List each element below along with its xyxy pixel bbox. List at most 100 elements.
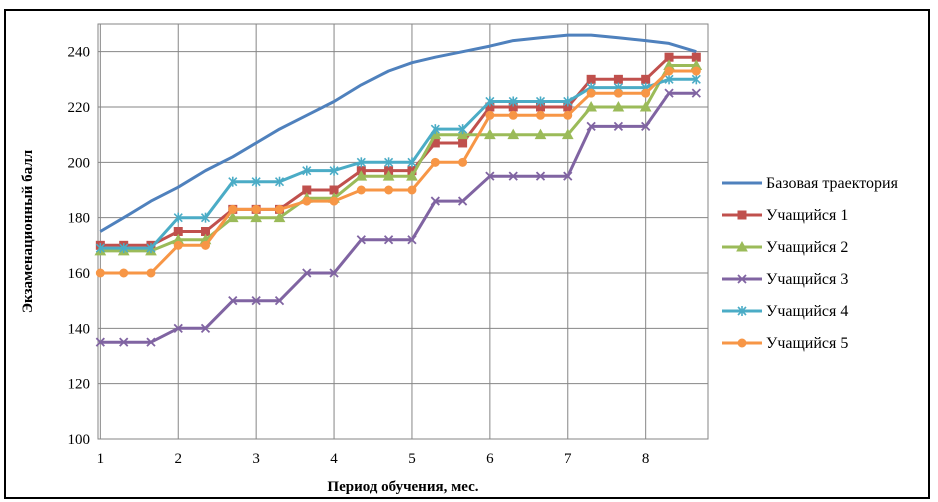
data-point [507,128,520,140]
data-point [613,88,623,98]
x-axis-title: Период обучения, мес. [327,479,478,495]
data-point [485,171,495,181]
data-point [250,211,262,223]
data-point [407,157,417,168]
data-point [173,323,183,333]
data-point [563,171,573,181]
data-point [95,337,105,347]
data-point [329,196,339,206]
data-point [691,74,701,85]
marker-stroke [613,121,624,132]
data-point [302,268,312,278]
series-line [99,33,697,233]
data-point [641,88,651,98]
marker-stroke [691,88,701,98]
data-point [536,110,546,120]
marker-stroke [146,337,156,347]
data-point [356,185,366,195]
data-point [457,196,468,206]
data-point [691,88,701,98]
data-point [430,124,440,135]
data-point [173,240,183,250]
y-axis-title: Экзаменационный балл [20,149,36,313]
data-point [612,100,625,112]
data-point [251,176,261,187]
data-point [430,196,440,206]
marker-stroke [457,196,468,206]
marker-stroke [383,235,394,245]
marker-stroke [563,171,573,181]
data-point [508,96,518,107]
data-point [563,110,573,120]
x-tick-label: 7 [564,451,572,467]
legend-label: Учащийся 3 [766,271,848,288]
marker-stroke [737,274,747,284]
data-point [226,211,239,223]
data-point [641,74,651,84]
legend-label: Базовая траектория [766,175,899,192]
data-point [458,138,468,148]
legend: Базовая траектория Учащийся 1 Учащийся 2 Уч… [722,175,899,352]
legend-item: Учащийся 5 [722,335,848,352]
series-6 [95,66,701,278]
data-point [228,204,238,214]
chart-frame: 1 2 3 4 5 6 7 8 100 120 140 160 180 200 220 240 Базовая… [4,9,930,499]
series-line [100,69,697,275]
data-point [384,185,394,195]
legend-marker [737,210,747,220]
x-tick-label: 5 [408,451,416,467]
data-point [484,128,496,140]
series-1 [99,33,697,233]
legend-marker [737,274,747,284]
x-tick-label: 3 [252,451,260,467]
legend-label: Учащийся 2 [766,239,848,256]
data-point [382,170,395,181]
data-point [228,176,238,187]
data-point [458,157,468,167]
data-point [535,171,546,181]
data-point [356,235,366,245]
y-tick-label: 140 [68,321,91,337]
data-point [146,268,156,278]
data-point [535,96,546,107]
legend-label: Учащийся 1 [766,207,848,224]
marker-stroke [200,323,211,333]
data-point [586,88,596,98]
legend-marker [737,306,747,316]
data-point [119,268,129,278]
data-point [613,121,624,132]
data-point [302,165,312,176]
x-tick-label: 4 [330,451,338,467]
data-point [329,268,339,278]
x-tick-label: 2 [174,451,182,467]
legend-item: Учащийся 3 [722,271,848,288]
y-tick-label: 180 [68,211,91,227]
data-point [534,128,547,140]
data-point [356,157,366,168]
data-point [613,74,623,84]
data-point [406,170,418,181]
y-tick-label: 200 [68,155,91,171]
data-point [485,110,495,120]
series-line [100,91,697,344]
series-layer [94,33,703,347]
series-line [100,55,697,247]
data-point [173,212,183,223]
data-point [586,121,596,132]
y-tick-label: 100 [68,432,91,448]
data-point [329,165,339,176]
data-point [200,323,211,333]
marker-stroke [251,296,261,306]
marker-stroke [430,196,440,206]
data-point [664,66,674,76]
data-point [251,204,261,214]
data-point [458,124,468,135]
marker-stroke [508,171,518,181]
data-point [563,96,573,107]
y-tick-label: 160 [68,266,91,282]
marker-stroke [119,337,129,347]
data-point [691,66,701,76]
marker-stroke [664,88,674,98]
data-point [302,196,312,206]
marker-stroke [173,323,183,333]
